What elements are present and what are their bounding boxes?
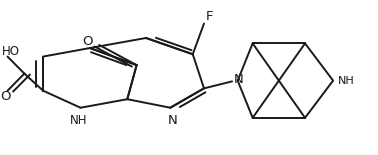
- Text: F: F: [206, 10, 213, 23]
- Text: NH: NH: [338, 76, 355, 86]
- Text: N: N: [234, 73, 244, 86]
- Text: N: N: [167, 114, 177, 127]
- Text: NH: NH: [70, 114, 87, 127]
- Text: O: O: [0, 90, 11, 103]
- Text: HO: HO: [2, 45, 20, 58]
- Text: O: O: [82, 35, 93, 48]
